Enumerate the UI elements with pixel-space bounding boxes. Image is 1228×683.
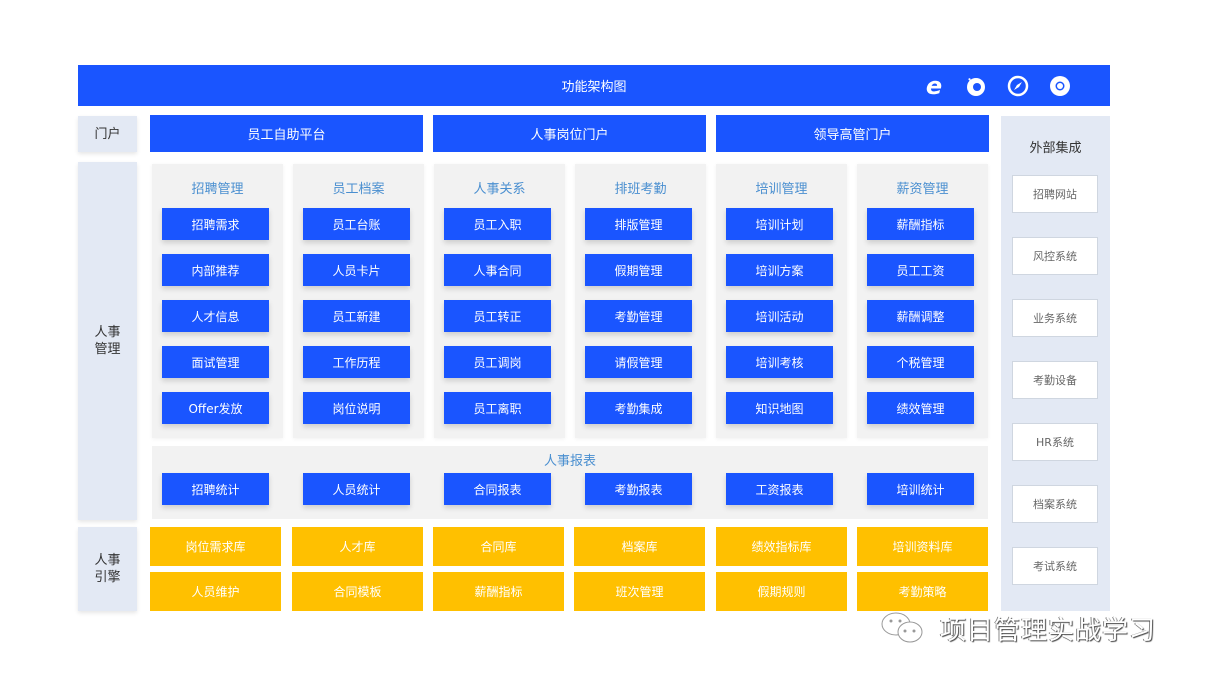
side-label-portal: 门户 [78, 116, 137, 152]
module-item-button[interactable]: 假期管理 [585, 254, 692, 286]
module-item-button[interactable]: 知识地图 [726, 392, 833, 424]
module-item-button[interactable]: 员工离职 [444, 392, 551, 424]
module-column: 培训管理培训计划培训方案培训活动培训考核知识地图 [716, 164, 847, 438]
side-label-hr-engine: 人事 引擎 [78, 527, 137, 611]
report-title: 人事报表 [543, 454, 596, 469]
engine-item[interactable]: 薪酬指标 [433, 572, 564, 611]
wechat-icon [881, 612, 923, 643]
engine-item[interactable]: 档案库 [574, 527, 705, 566]
portal-hr-position[interactable]: 人事岗位门户 [433, 115, 706, 152]
chrome-icon [1048, 74, 1072, 98]
engine-item[interactable]: 合同库 [433, 527, 564, 566]
module-column: 薪资管理薪酬指标员工工资薪酬调整个税管理绩效管理 [857, 164, 988, 438]
module-item-button[interactable]: 培训计划 [726, 208, 833, 240]
portal-executive[interactable]: 领导高管门户 [716, 115, 989, 152]
module-item-button[interactable]: 排版管理 [585, 208, 692, 240]
engine-item[interactable]: 人才库 [292, 527, 423, 566]
module-item-button[interactable]: 员工转正 [444, 300, 551, 332]
external-system-item[interactable]: HR系统 [1012, 423, 1098, 461]
module-title: 排班考勤 [614, 182, 667, 197]
external-system-item[interactable]: 招聘网站 [1012, 175, 1098, 213]
module-item-button[interactable]: 培训活动 [726, 300, 833, 332]
module-item-button[interactable]: 招聘需求 [162, 208, 269, 240]
module-title: 培训管理 [755, 182, 808, 197]
external-integration-panel: 外部集成 招聘网站风控系统业务系统考勤设备 HR系统档案系统考试系统 [1001, 116, 1110, 611]
engine-item[interactable]: 合同模板 [292, 572, 423, 611]
report-item-button[interactable]: 培训统计 [867, 473, 974, 505]
module-item-button[interactable]: 培训方案 [726, 254, 833, 286]
module-item-button[interactable]: 考勤管理 [585, 300, 692, 332]
module-item-button[interactable]: 考勤集成 [585, 392, 692, 424]
external-system-item[interactable]: 风控系统 [1012, 237, 1098, 275]
module-item-button[interactable]: 人才信息 [162, 300, 269, 332]
watermark: 项目管理实战学习 [880, 610, 1156, 646]
module-item-button[interactable]: 人事合同 [444, 254, 551, 286]
module-item-button[interactable]: 内部推荐 [162, 254, 269, 286]
engine-item[interactable]: 考勤策略 [857, 572, 988, 611]
module-item-button[interactable]: 员工新建 [303, 300, 410, 332]
header-bar: 功能架构图 e [78, 65, 1110, 106]
module-column: 招聘管理招聘需求内部推荐人才信息面试管理 Offer发放 [152, 164, 283, 438]
module-item-button[interactable]: 面试管理 [162, 346, 269, 378]
module-title: 人事关系 [473, 182, 526, 197]
module-item-button[interactable]: 工作历程 [303, 346, 410, 378]
report-item-button[interactable]: 招聘统计 [162, 473, 269, 505]
external-system-item[interactable]: 考勤设备 [1012, 361, 1098, 399]
external-system-item[interactable]: 业务系统 [1012, 299, 1098, 337]
external-system-item[interactable]: 考试系统 [1012, 547, 1098, 585]
module-item-button[interactable]: 员工入职 [444, 208, 551, 240]
module-item-button[interactable]: 薪酬调整 [867, 300, 974, 332]
module-item-button[interactable]: Offer发放 [162, 392, 269, 424]
module-title: 薪资管理 [896, 182, 949, 197]
module-title: 招聘管理 [191, 182, 244, 197]
side-label-hr-management: 人事 管理 [78, 162, 137, 520]
module-item-button[interactable]: 请假管理 [585, 346, 692, 378]
engine-item[interactable]: 岗位需求库 [150, 527, 281, 566]
report-item-button[interactable]: 考勤报表 [585, 473, 692, 505]
module-item-button[interactable]: 培训考核 [726, 346, 833, 378]
module-item-button[interactable]: 个税管理 [867, 346, 974, 378]
report-panel: 人事报表 招聘统计 人员统计 合同报表 考勤报表 工资报表 培训统计 [152, 446, 988, 519]
module-item-button[interactable]: 薪酬指标 [867, 208, 974, 240]
portal-employee-self-service[interactable]: 员工自助平台 [150, 115, 423, 152]
module-item-button[interactable]: 员工台账 [303, 208, 410, 240]
engine-item[interactable]: 班次管理 [574, 572, 705, 611]
module-column: 排班考勤排版管理假期管理考勤管理请假管理考勤集成 [575, 164, 706, 438]
module-column: 员工档案员工台账人员卡片员工新建工作历程岗位说明 [293, 164, 424, 438]
external-title: 外部集成 [1029, 141, 1082, 156]
module-item-button[interactable]: 员工调岗 [444, 346, 551, 378]
engine-item[interactable]: 绩效指标库 [716, 527, 847, 566]
module-item-button[interactable]: 人员卡片 [303, 254, 410, 286]
engine-item[interactable]: 培训资料库 [857, 527, 988, 566]
module-column: 人事关系员工入职人事合同员工转正员工调岗员工离职 [434, 164, 565, 438]
diagram-title: 功能架构图 [561, 80, 627, 95]
report-item-button[interactable]: 人员统计 [303, 473, 410, 505]
report-item-button[interactable]: 工资报表 [726, 473, 833, 505]
watermark-text: 项目管理实战学习 [940, 615, 1157, 646]
module-item-button[interactable]: 岗位说明 [303, 392, 410, 424]
engine-item[interactable]: 假期规则 [716, 572, 847, 611]
external-system-item[interactable]: 档案系统 [1012, 485, 1098, 523]
report-item-button[interactable]: 合同报表 [444, 473, 551, 505]
safari-icon [1006, 74, 1030, 98]
module-item-button[interactable]: 绩效管理 [867, 392, 974, 424]
firefox-icon [964, 74, 988, 98]
module-item-button[interactable]: 员工工资 [867, 254, 974, 286]
module-title: 员工档案 [332, 182, 385, 197]
ie-icon: e [925, 72, 943, 100]
engine-item[interactable]: 人员维护 [150, 572, 281, 611]
